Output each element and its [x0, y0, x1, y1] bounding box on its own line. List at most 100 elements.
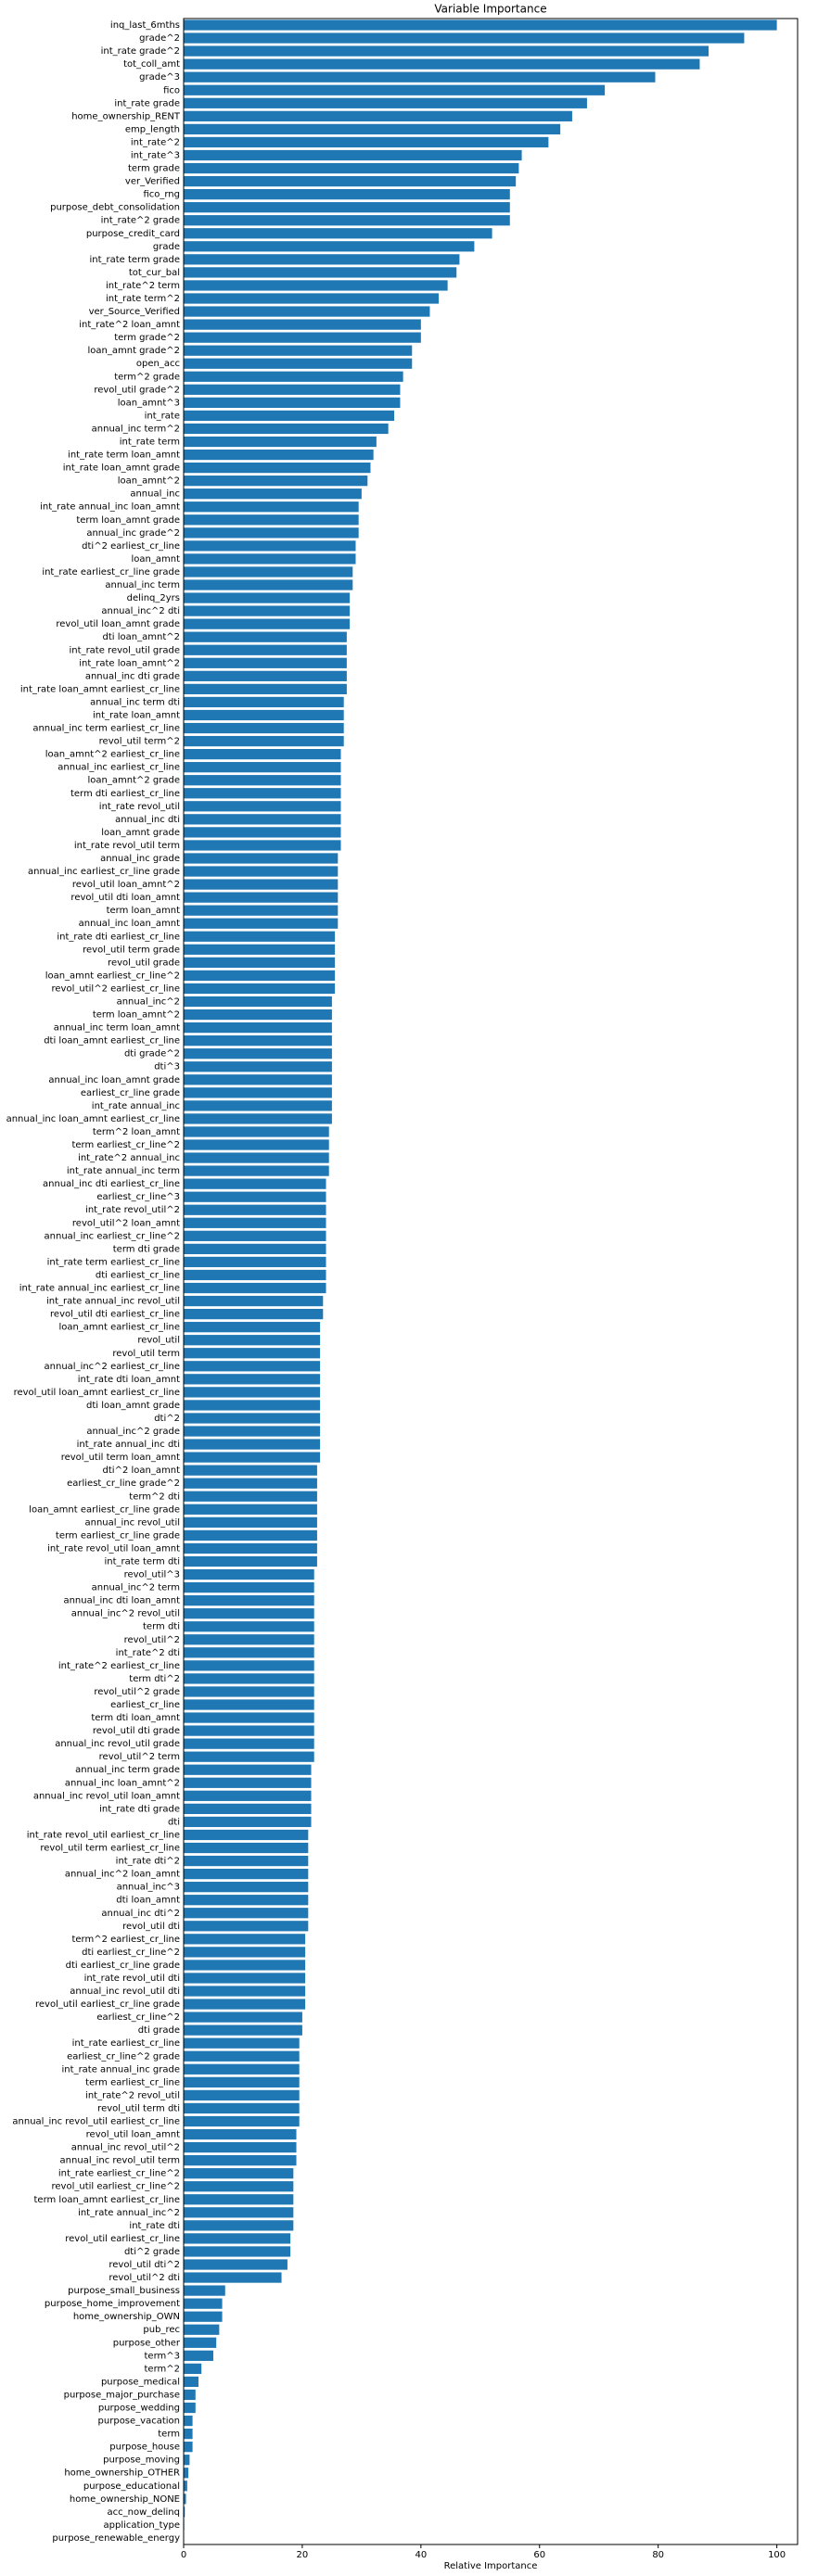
y-tick-label: int_rate^2 annual_inc: [78, 1153, 180, 1163]
bar: [184, 45, 709, 57]
bar: [184, 566, 353, 577]
y-tick-label: term loan_amnt^2: [93, 1010, 180, 1021]
bar: [184, 2481, 187, 2492]
bar: [184, 2272, 282, 2283]
y-tick-label: revol_util grade^2: [94, 385, 180, 395]
bar: [184, 1491, 317, 1502]
y-tick-label: revol_util dti earliest_cr_line: [50, 1310, 180, 1320]
y-tick-label: dti^2 loan_amnt: [103, 1466, 181, 1476]
y-tick-label: term^2: [145, 2364, 181, 2374]
bar: [184, 319, 421, 330]
bar: [184, 1322, 321, 1333]
y-tick-label: loan_amnt earliest_cr_line^2: [45, 971, 180, 981]
bar: [184, 2311, 223, 2322]
y-tick-label: annual_inc: [130, 489, 180, 500]
bar: [184, 2324, 220, 2335]
y-tick-label: revol_util loan_amnt grade: [56, 619, 180, 629]
bar: [184, 1009, 332, 1021]
x-tick-label: 80: [652, 2550, 664, 2560]
y-tick-label: revol_util dti: [122, 1922, 180, 1932]
y-tick-label: dti loan_amnt^2: [103, 632, 180, 642]
bar: [184, 293, 440, 304]
bar: [184, 1048, 332, 1060]
y-tick-label: annual_inc term loan_amnt: [54, 1023, 180, 1034]
bar: [184, 476, 368, 487]
y-tick-label: int_rate^2 loan_amnt: [79, 320, 180, 330]
bar: [184, 540, 356, 552]
bar: [184, 2181, 294, 2192]
bar: [184, 1568, 314, 1580]
y-tick-label: term dti: [143, 1622, 180, 1632]
y-tick-label: revol_util earliest_cr_line: [65, 2234, 180, 2244]
bar: [184, 892, 339, 903]
bar: [184, 1908, 309, 1919]
y-tick-label: home_ownership_OTHER: [64, 2468, 180, 2479]
y-tick-label: int_rate earliest_cr_line^2: [58, 2169, 180, 2179]
bar: [184, 1348, 321, 1359]
y-tick-label: annual_inc earliest_cr_line grade: [28, 867, 180, 877]
y-tick-label: int_rate grade^2: [101, 46, 180, 57]
bar: [184, 1191, 326, 1202]
bar: [184, 1204, 326, 1215]
y-tick-label: term^2 loan_amnt: [93, 1127, 180, 1137]
y-tick-label: annual_inc dti: [115, 815, 180, 825]
y-tick-label: fico: [163, 85, 180, 95]
y-tick-label: annual_inc loan_amnt grade: [48, 1075, 180, 1085]
y-tick-label: annual_inc loan_amnt: [79, 919, 180, 929]
y-tick-label: int_rate annual_inc revol_util: [46, 1297, 180, 1307]
bar: [184, 2063, 300, 2075]
bar: [184, 358, 413, 369]
y-tick-label: revol_util term: [112, 1349, 180, 1359]
bar: [184, 162, 519, 174]
y-tick-label: purpose_educational: [83, 2481, 180, 2492]
y-tick-label: revol_util loan_amnt: [86, 2130, 180, 2140]
bar: [184, 241, 475, 252]
y-tick-label: int_rate loan_amnt^2: [79, 658, 180, 668]
bar: [184, 2168, 294, 2179]
y-tick-label: term loan_amnt earliest_cr_line: [34, 2195, 181, 2205]
y-tick-label: annual_inc revol_util loan_amnt: [33, 1791, 180, 1801]
bar: [184, 1790, 312, 1801]
y-tick-label: int_rate annual_inc earliest_cr_line: [19, 1284, 180, 1294]
y-tick-label: int_rate^2: [131, 137, 180, 147]
bar: [184, 983, 336, 995]
y-tick-label: revol_util earliest_cr_line grade: [35, 1999, 180, 2010]
bar: [184, 1829, 309, 1841]
y-tick-label: grade: [153, 242, 180, 252]
bar: [184, 228, 492, 239]
bar: [184, 644, 347, 655]
bar: [184, 1842, 309, 1854]
bar: [184, 1295, 324, 1307]
y-tick-label: dti loan_amnt: [116, 1896, 180, 1906]
y-tick-label: earliest_cr_line^2: [96, 2012, 180, 2023]
bar: [184, 775, 341, 786]
bar: [184, 957, 336, 968]
bar: [184, 2050, 300, 2062]
y-tick-label: term^2 grade: [114, 372, 180, 382]
y-tick-label: term grade: [128, 164, 180, 174]
bar: [184, 1335, 321, 1346]
y-tick-label: home_ownership_OWN: [73, 2312, 180, 2322]
bar: [184, 696, 344, 708]
bar: [184, 1022, 332, 1034]
y-tick-label: annual_inc loan_amnt^2: [65, 1778, 180, 1788]
x-tick-label: 40: [415, 2550, 427, 2560]
y-tick-label: term loan_amnt: [107, 906, 180, 916]
bar: [184, 631, 347, 642]
y-tick-label: annual_inc revol_util: [84, 1517, 180, 1528]
bar: [184, 1673, 314, 1684]
y-tick-label: revol_util loan_amnt^2: [72, 880, 180, 890]
y-tick-label: int_rate term: [120, 438, 180, 448]
bar: [184, 202, 510, 213]
y-tick-label: int_rate revol_util: [99, 802, 180, 812]
y-tick-label: annual_inc grade^2: [86, 528, 180, 539]
y-tick-label: annual_inc term: [105, 580, 180, 590]
bar: [184, 1100, 332, 1111]
y-tick-label: revol_util loan_amnt earliest_cr_line: [14, 1388, 180, 1398]
y-tick-label: int_rate earliest_cr_line grade: [42, 567, 180, 577]
bar: [184, 1035, 332, 1047]
bar: [184, 2115, 300, 2127]
y-tick-label: annual_inc^2 revol_util: [71, 1609, 180, 1619]
y-tick-label: term dti earliest_cr_line: [70, 789, 180, 799]
bar: [184, 1895, 309, 1906]
